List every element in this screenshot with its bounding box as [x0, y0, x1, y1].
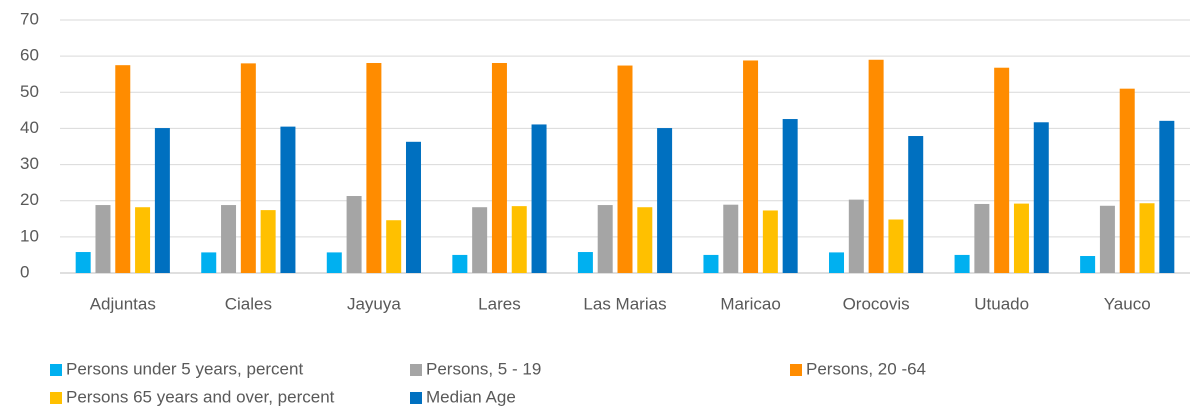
bar — [260, 210, 276, 273]
bar — [848, 199, 864, 273]
bar — [240, 63, 256, 273]
x-tick-label: Maricao — [720, 294, 780, 313]
bar — [95, 205, 111, 273]
y-tick-label: 60 — [20, 46, 39, 65]
bar — [346, 196, 362, 273]
bar — [868, 59, 884, 273]
bar — [531, 124, 547, 274]
y-tick-label: 70 — [20, 9, 39, 28]
legend-swatch — [50, 364, 62, 376]
legend-label: Persons, 20 -64 — [806, 359, 926, 378]
x-tick-label: Ciales — [225, 294, 272, 313]
legend-swatch — [790, 364, 802, 376]
bar — [1080, 256, 1096, 273]
bar — [597, 205, 613, 273]
bar — [782, 119, 798, 273]
legend-label: Persons under 5 years, percent — [66, 359, 303, 378]
legend-swatch — [50, 392, 62, 404]
bar — [703, 254, 719, 273]
bar — [491, 63, 507, 274]
y-tick-label: 20 — [20, 190, 39, 209]
bar — [452, 254, 468, 273]
bar — [115, 65, 131, 273]
x-tick-label: Adjuntas — [90, 294, 156, 313]
y-tick-label: 10 — [20, 226, 39, 245]
legend-swatch — [410, 392, 422, 404]
bar — [386, 220, 402, 273]
bar — [743, 60, 759, 274]
bar — [1013, 203, 1029, 273]
y-tick-label: 50 — [20, 82, 39, 101]
x-tick-label: Jayuya — [347, 294, 401, 313]
bar — [1119, 88, 1135, 274]
legend-label: Persons, 5 - 19 — [426, 359, 541, 378]
legend-label: Median Age — [426, 387, 516, 406]
legend-label: Persons 65 years and over, percent — [66, 387, 335, 406]
bar — [657, 128, 673, 273]
y-tick-label: 30 — [20, 154, 39, 173]
bar — [1033, 122, 1049, 273]
bar — [75, 252, 91, 273]
bar — [637, 207, 653, 273]
bar — [994, 67, 1010, 273]
bar — [829, 252, 845, 273]
bar — [1139, 203, 1155, 273]
bar — [954, 254, 970, 273]
y-tick-label: 0 — [20, 262, 29, 281]
bar — [326, 252, 342, 273]
bar — [405, 141, 421, 273]
bar — [1099, 205, 1115, 273]
bar — [472, 207, 488, 273]
bar — [1159, 120, 1175, 274]
y-tick-label: 40 — [20, 118, 39, 137]
bar — [974, 203, 990, 273]
x-tick-label: Yauco — [1104, 294, 1151, 313]
bar — [154, 128, 170, 273]
bar — [201, 252, 217, 273]
bar — [762, 210, 778, 273]
legend-swatch — [410, 364, 422, 376]
bar — [135, 207, 151, 273]
bar — [280, 126, 296, 273]
x-tick-label: Las Marias — [583, 294, 666, 313]
x-tick-label: Orocovis — [843, 294, 910, 313]
bar — [723, 204, 739, 273]
x-tick-label: Utuado — [974, 294, 1029, 313]
bar — [221, 205, 237, 273]
bar — [617, 65, 633, 273]
bar — [888, 219, 904, 273]
x-tick-label: Lares — [478, 294, 521, 313]
bar — [511, 206, 527, 273]
bar — [366, 63, 382, 274]
bar — [577, 252, 593, 273]
bar — [908, 136, 924, 273]
